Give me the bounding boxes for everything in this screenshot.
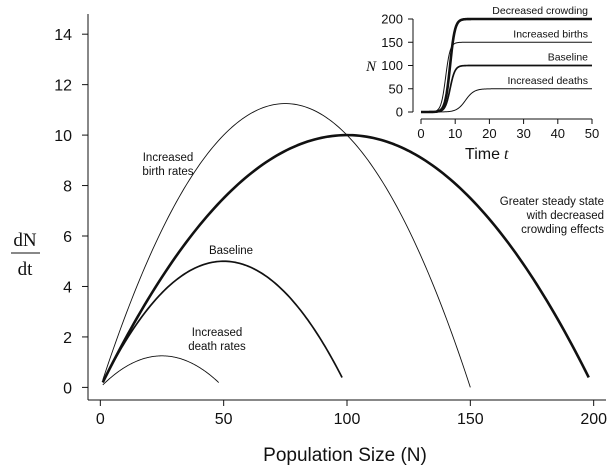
inset-plot: 0 10 20 30 40 50 0 50 100 150 200 Decreased crowdi… xyxy=(365,5,606,163)
inset-curve-increased-deaths xyxy=(421,88,592,113)
inset-label-increased-deaths: Increased deaths xyxy=(507,75,588,87)
annotation-line: death rates xyxy=(188,341,246,353)
curve-baseline xyxy=(102,260,343,383)
main-y-tick-label: 12 xyxy=(54,78,72,95)
main-y-axis-label-top: dN xyxy=(13,230,37,251)
main-y-axis-label-bottom: dt xyxy=(18,259,34,280)
inset-curve-increased-births xyxy=(421,41,592,113)
main-x-tick-label: 150 xyxy=(457,411,484,428)
inset-y-axis-label: N xyxy=(365,59,377,75)
annotation-increased-death-rates: Increased death rates xyxy=(188,327,246,353)
main-x-axis-label: Population Size (N) xyxy=(263,445,427,466)
inset-x-tick-label: 0 xyxy=(417,126,424,141)
main-x-tick-label: 100 xyxy=(334,411,361,428)
annotation-line: birth rates xyxy=(142,166,193,178)
main-y-tick-label: 6 xyxy=(63,229,72,246)
inset-label-decreased-crowding: Decreased crowding xyxy=(492,5,588,17)
main-y-tick-label: 14 xyxy=(54,27,72,44)
inset-series-labels: Decreased crowding Increased births Baseli… xyxy=(492,5,588,87)
inset-curves xyxy=(420,17,593,114)
curve-greater-steady-state-with-decreased-crowding-effects xyxy=(101,133,590,383)
inset-x-tick-label: 30 xyxy=(516,126,530,141)
curve-increased-birth-rates xyxy=(102,103,471,388)
main-curves xyxy=(101,103,590,388)
main-annotations: Increased birth rates Baseline Increased dea… xyxy=(142,152,604,353)
annotation-line: with decreased xyxy=(526,210,604,222)
inset-x-tick-label: 20 xyxy=(482,126,496,141)
inset-label-increased-births: Increased births xyxy=(513,28,588,40)
main-x-tick-label: 50 xyxy=(215,411,233,428)
inset-curve-decreased-crowding xyxy=(420,17,593,114)
inset-x-axis-label-variable: t xyxy=(504,146,509,163)
main-y-tick-label: 0 xyxy=(63,380,72,397)
main-y-tick-label: 2 xyxy=(63,330,72,347)
inset-y-tick-label: 100 xyxy=(381,58,403,73)
inset-y-tick-label: 0 xyxy=(396,105,403,120)
inset-x-tick-label: 10 xyxy=(448,126,462,141)
inset-x-tick-label: 40 xyxy=(551,126,565,141)
annotation-line: Greater steady state xyxy=(500,196,604,208)
annotation-line: Increased xyxy=(143,152,194,164)
main-x-tick-label: 0 xyxy=(96,411,105,428)
inset-ticks: 0 10 20 30 40 50 0 50 100 150 200 xyxy=(381,12,599,142)
annotation-baseline: Baseline xyxy=(209,245,253,257)
main-x-tick-label: 200 xyxy=(580,411,607,428)
annotation-increased-birth-rates: Increased birth rates xyxy=(142,152,193,178)
inset-y-tick-label: 200 xyxy=(381,12,403,27)
main-y-tick-label: 4 xyxy=(63,279,72,296)
inset-x-tick-label: 50 xyxy=(585,126,599,141)
inset-label-baseline: Baseline xyxy=(548,52,588,64)
inset-x-axis-label: Time xyxy=(465,146,500,163)
curve-increased-death-rates xyxy=(102,355,220,386)
inset-curve-baseline xyxy=(421,64,592,113)
annotation-line: Baseline xyxy=(209,245,253,257)
annotation-line: Increased xyxy=(192,327,243,339)
annotation-greater-steady-state-with-decreased-crowding-effects: Greater steady state with decreased crowdi… xyxy=(500,196,604,236)
main-y-tick-label: 8 xyxy=(63,179,72,196)
inset-background xyxy=(422,14,606,119)
inset-y-tick-label: 50 xyxy=(389,81,403,96)
annotation-line: crowding effects xyxy=(521,224,604,236)
inset-y-tick-label: 150 xyxy=(381,35,403,50)
main-y-tick-label: 10 xyxy=(54,128,72,145)
